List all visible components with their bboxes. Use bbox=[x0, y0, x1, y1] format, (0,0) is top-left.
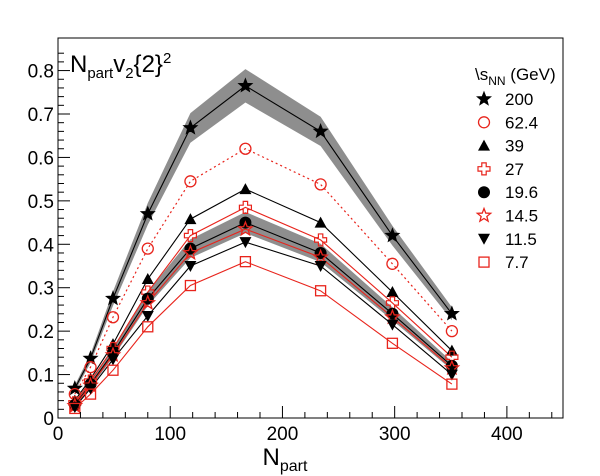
data-point bbox=[478, 186, 490, 199]
x-tick-label: 100 bbox=[154, 424, 186, 445]
series-markers bbox=[66, 77, 461, 415]
data-point bbox=[386, 257, 399, 270]
legend-entry-19.6: 19.6 bbox=[505, 183, 538, 202]
data-point bbox=[141, 310, 154, 322]
data-point bbox=[312, 122, 329, 139]
x-tick-label: 0 bbox=[53, 424, 64, 445]
data-point bbox=[182, 119, 199, 135]
data-point bbox=[478, 256, 490, 268]
series-line-62.4 bbox=[74, 148, 453, 395]
data-point bbox=[239, 237, 252, 249]
data-point bbox=[314, 216, 327, 228]
data-point bbox=[84, 361, 97, 374]
data-point bbox=[445, 344, 458, 356]
data-point bbox=[66, 380, 83, 396]
legend-entry-7.7: 7.7 bbox=[505, 253, 529, 272]
y-axis-ticks: 0 0.1 0.2 0.3 0.4 0.5 0.6 0.7 0.8 bbox=[28, 52, 70, 430]
data-point bbox=[141, 292, 154, 305]
data-point bbox=[478, 139, 490, 151]
y-tick-label: 0.7 bbox=[28, 105, 54, 126]
data-point bbox=[443, 305, 460, 321]
series-line-27 bbox=[74, 206, 453, 404]
data-point bbox=[106, 354, 119, 366]
chart-title: Npartv2{2}2 bbox=[70, 50, 171, 82]
data-point bbox=[184, 279, 197, 292]
data-point bbox=[237, 220, 254, 237]
legend-entry-39: 39 bbox=[505, 137, 524, 156]
data-point bbox=[69, 402, 81, 415]
legend-title: \sNN (GeV) bbox=[475, 65, 556, 88]
series-markers-39 bbox=[68, 183, 458, 406]
y-tick-label: 0.2 bbox=[28, 322, 54, 343]
x-tick-label: 300 bbox=[379, 424, 411, 445]
data-point bbox=[182, 244, 199, 261]
y-tick-label: 0 bbox=[43, 409, 54, 430]
data-point bbox=[475, 206, 493, 223]
data-point bbox=[239, 183, 252, 195]
data-point bbox=[477, 116, 491, 129]
legend-entry-200: 200 bbox=[505, 90, 533, 109]
data-point bbox=[314, 233, 328, 247]
data-point bbox=[446, 378, 458, 390]
data-point bbox=[445, 324, 459, 338]
y-tick-label: 0.3 bbox=[28, 279, 54, 300]
data-point bbox=[386, 307, 399, 320]
legend-entry-27: 27 bbox=[505, 160, 524, 179]
y-tick-label: 0.4 bbox=[28, 235, 55, 256]
x-tick-label: 200 bbox=[267, 424, 299, 445]
data-point bbox=[477, 162, 491, 176]
data-point bbox=[183, 229, 198, 243]
data-point bbox=[105, 290, 121, 306]
y-tick-label: 0.6 bbox=[28, 148, 54, 169]
data-point bbox=[184, 242, 197, 255]
data-point bbox=[142, 321, 154, 333]
plot-frame bbox=[57, 37, 564, 419]
data-point bbox=[68, 402, 81, 414]
series-markers-11.5 bbox=[68, 237, 458, 414]
data-point bbox=[239, 142, 252, 155]
data-point bbox=[445, 369, 458, 381]
data-point bbox=[478, 233, 490, 245]
series-line-7.7 bbox=[74, 261, 453, 409]
data-point bbox=[386, 319, 399, 331]
data-point bbox=[239, 256, 252, 268]
data-point bbox=[384, 227, 401, 243]
data-point bbox=[184, 261, 197, 272]
data-point bbox=[139, 294, 157, 311]
legend-entry-14.5: 14.5 bbox=[505, 207, 538, 226]
data-point bbox=[314, 178, 327, 191]
data-point bbox=[184, 175, 197, 188]
data-point bbox=[238, 200, 253, 214]
data-point bbox=[141, 242, 154, 255]
data-point bbox=[476, 90, 492, 106]
data-point bbox=[107, 364, 119, 376]
legend: \sNN (GeV) 200 62.4 39 27 19.6 14.5 11.5 7.7 bbox=[475, 65, 556, 272]
series-markers-62.4 bbox=[68, 142, 459, 401]
data-point bbox=[237, 77, 254, 93]
data-point bbox=[184, 213, 197, 225]
data-point bbox=[312, 248, 329, 265]
y-tick-label: 0.5 bbox=[28, 192, 54, 213]
data-point bbox=[314, 285, 327, 297]
series-lines bbox=[74, 85, 453, 409]
x-tick-label: 400 bbox=[491, 424, 523, 445]
x-axis-ticks: 0 100 200 300 400 bbox=[53, 406, 553, 445]
legend-entry-11.5: 11.5 bbox=[505, 230, 537, 249]
x-axis-title: Npart bbox=[263, 444, 308, 475]
legend-entry-62.4: 62.4 bbox=[505, 113, 538, 132]
series-markers-7.7 bbox=[69, 256, 458, 415]
y-tick-label: 0.8 bbox=[28, 62, 54, 83]
data-point bbox=[386, 337, 399, 349]
data-point bbox=[386, 286, 399, 298]
data-point bbox=[84, 388, 97, 400]
data-point bbox=[314, 261, 327, 272]
y-tick-label: 0.1 bbox=[28, 366, 54, 387]
data-point bbox=[139, 205, 156, 221]
data-point bbox=[314, 246, 327, 259]
series-markers-200 bbox=[66, 77, 460, 396]
data-point bbox=[106, 311, 120, 324]
data-point bbox=[141, 273, 154, 285]
